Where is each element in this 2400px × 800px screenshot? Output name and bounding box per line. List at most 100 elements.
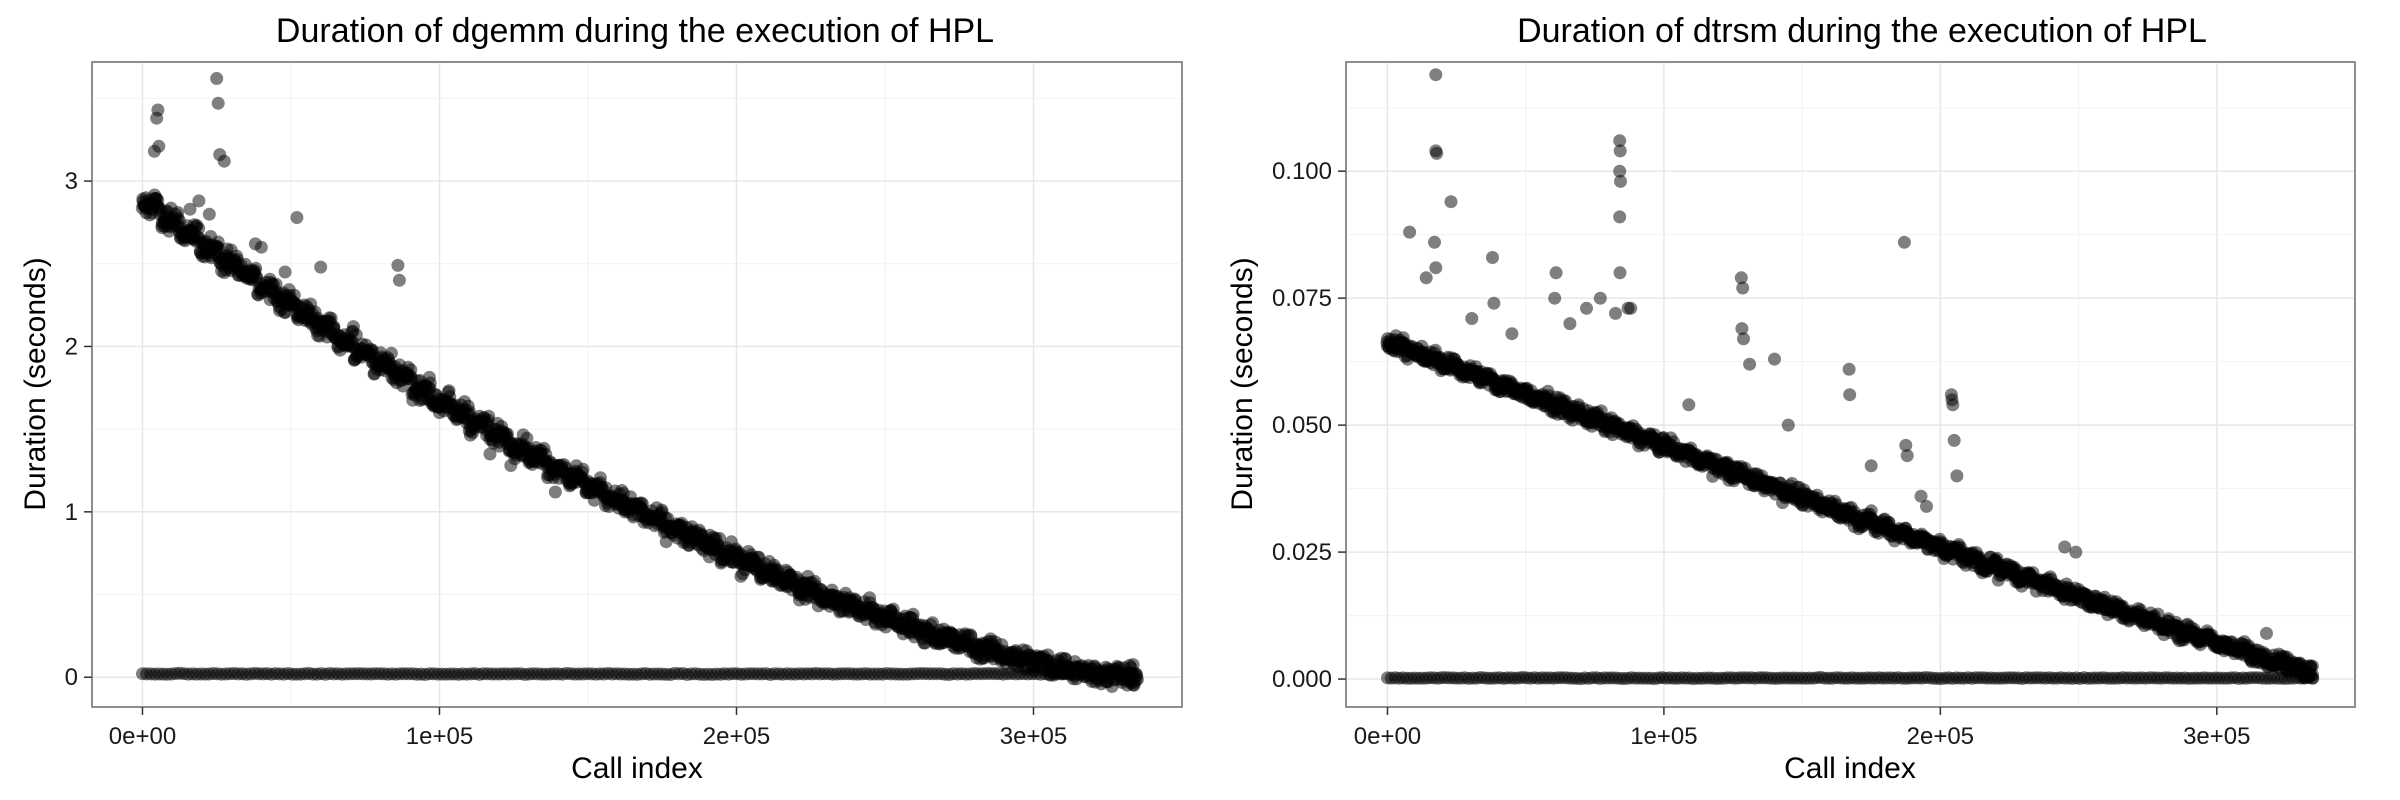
data-point-outlier: [150, 111, 164, 125]
data-point: [461, 399, 475, 413]
y-tick-label: 0.100: [1272, 158, 1332, 185]
data-point-outlier: [762, 555, 776, 568]
data-point-outlier: [1403, 225, 1417, 239]
x-axis-ticks: 0e+00 1e+05 2e+05 3e+05: [109, 707, 1067, 750]
data-point-outlier: [765, 574, 779, 588]
x-tick-label: 0e+00: [1354, 723, 1421, 750]
data-point-outlier: [1768, 352, 1781, 366]
data-point-outlier: [1736, 281, 1750, 295]
data-point-outlier: [1682, 398, 1696, 412]
data-point-outlier: [1465, 312, 1479, 325]
data-point-outlier: [290, 211, 304, 224]
y-axis-label: Duration (seconds): [1226, 257, 1259, 510]
plot-area: [91, 61, 1183, 708]
data-point-outlier: [1920, 499, 1933, 513]
data-point-outlier: [278, 265, 292, 279]
data-point-outlier: [1444, 195, 1458, 209]
data-point: [520, 431, 534, 445]
data-point-outlier: [1419, 271, 1433, 285]
data-point-outlier: [433, 406, 446, 420]
x-tick-label: 2e+05: [703, 723, 770, 750]
data-point: [384, 346, 398, 360]
data-point: [1130, 669, 1144, 683]
data-point: [2305, 659, 2319, 673]
data-point-outlier: [548, 485, 562, 499]
chart-dgemm: Duration of dgemm during the execution o…: [19, 12, 1183, 785]
x-tick-label: 3e+05: [2183, 723, 2250, 750]
data-point-outlier: [1548, 291, 1562, 305]
y-tick-label: 0: [65, 664, 78, 691]
y-tick-label: 0.050: [1272, 412, 1332, 439]
data-point: [210, 239, 224, 253]
data-point-outlier: [202, 207, 216, 221]
data-point-outlier: [358, 348, 372, 362]
data-point-outlier: [1950, 469, 1964, 483]
y-tick-label: 0.025: [1272, 539, 1332, 566]
data-point: [863, 591, 877, 605]
data-point-outlier: [1614, 174, 1627, 188]
data-point-outlier: [1899, 438, 1913, 452]
data-point-outlier: [1843, 388, 1857, 402]
data-point: [249, 261, 263, 275]
data-point-outlier: [691, 538, 705, 552]
data-point: [2306, 668, 2320, 682]
data-point-outlier: [1429, 68, 1443, 82]
data-point-outlier: [1613, 164, 1627, 178]
data-point-outlier: [1737, 332, 1750, 346]
data-point-outlier: [1609, 306, 1622, 320]
data-point-outlier: [1580, 301, 1593, 315]
data-point-outlier: [1613, 144, 1627, 158]
data-point-outlier: [1897, 235, 1911, 249]
data-point-outlier: [2260, 626, 2273, 640]
data-point-outlier: [385, 371, 399, 385]
data-point-outlier: [1946, 398, 1960, 412]
y-tick-label: 0.000: [1272, 666, 1332, 693]
data-point-outlier: [1613, 266, 1627, 280]
y-axis-ticks: 0.000 0.025 0.050 0.075 0.100: [1272, 158, 1346, 693]
data-point-outlier: [391, 258, 405, 272]
data-point-outlier: [744, 548, 758, 562]
data-point-outlier: [747, 561, 761, 575]
y-axis-ticks: 0 1 2 3: [65, 168, 92, 691]
plot-border: [1345, 61, 2356, 708]
data-point-outlier: [183, 202, 197, 216]
data-point-outlier: [147, 144, 161, 158]
data-point-outlier: [211, 96, 225, 110]
data-point-outlier: [1947, 433, 1961, 447]
x-axis-label: Call index: [1784, 752, 1916, 785]
data-point-outlier: [504, 459, 518, 472]
data-point-outlier: [1487, 296, 1501, 310]
chart-dtrsm: Duration of dtrsm during the execution o…: [1226, 12, 2356, 785]
data-point-outlier: [1505, 327, 1519, 341]
data-point-outlier: [217, 154, 231, 168]
y-tick-label: 0.075: [1272, 285, 1332, 312]
data-point-outlier: [1486, 251, 1499, 264]
x-tick-label: 0e+00: [109, 723, 176, 750]
plot-border: [91, 61, 1183, 708]
data-point-outlier: [764, 564, 778, 578]
data-point-outlier: [400, 369, 414, 383]
x-axis-ticks: 0e+00 1e+05 2e+05 3e+05: [1354, 707, 2250, 750]
x-tick-label: 3e+05: [1000, 723, 1067, 750]
data-point-outlier: [349, 328, 363, 342]
data-point-outlier: [314, 260, 328, 274]
data-point-outlier: [1735, 322, 1749, 336]
points: [1380, 68, 2320, 686]
data-point-outlier: [1842, 362, 1856, 376]
data-point-outlier: [1593, 291, 1607, 305]
data-point-outlier: [1624, 301, 1638, 315]
data-point-outlier: [1743, 357, 1757, 371]
points: [135, 72, 1144, 693]
data-point-outlier: [1430, 146, 1444, 160]
data-point-outlier: [2069, 545, 2083, 559]
data-point-outlier: [392, 273, 406, 287]
y-tick-label: 1: [65, 499, 78, 526]
data-point-outlier: [1900, 449, 1914, 463]
data-point-outlier: [1864, 459, 1878, 473]
data-point-outlier: [2058, 540, 2072, 554]
data-point: [713, 532, 727, 545]
data-point-outlier: [1563, 317, 1577, 331]
data-point-outlier: [462, 424, 476, 438]
y-axis-label: Duration (seconds): [19, 257, 52, 510]
